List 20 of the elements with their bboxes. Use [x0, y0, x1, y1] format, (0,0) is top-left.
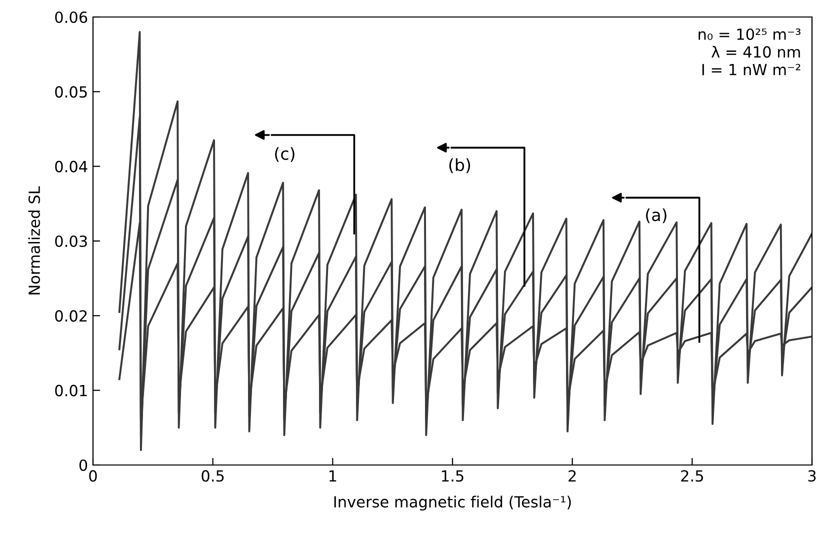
y-axis-title: Normalized SL	[28, 186, 40, 294]
annotation: (a)	[646, 208, 666, 224]
y-tick-label: 0.02	[55, 310, 87, 322]
annotation: (c)	[275, 147, 294, 162]
y-tick-label: 0.03	[55, 235, 87, 248]
y-tick-label: 0.04	[55, 160, 88, 172]
annotation: n₀ = 10²⁵ m⁻³ λ = 410 nm I = 1 nW m⁻²	[698, 28, 800, 76]
x-tick-label: 1	[329, 470, 336, 482]
y-tick-label: 0	[79, 459, 88, 472]
x-axis-title: Inverse magnetic field (Tesla⁻¹)	[334, 496, 571, 511]
x-tick-label: 0.5	[202, 470, 224, 482]
y-tick-label: 0.06	[55, 11, 88, 24]
x-tick-label: 3	[808, 470, 816, 482]
y-tick-label: 0.01	[55, 384, 87, 396]
y-tick-label: 0.05	[55, 86, 87, 98]
x-tick-label: 2.5	[681, 470, 703, 482]
x-tick-label: 0	[89, 470, 97, 482]
annotation: (b)	[449, 158, 470, 174]
x-tick-label: 2	[568, 470, 576, 482]
x-tick-label: 1.5	[442, 470, 464, 482]
